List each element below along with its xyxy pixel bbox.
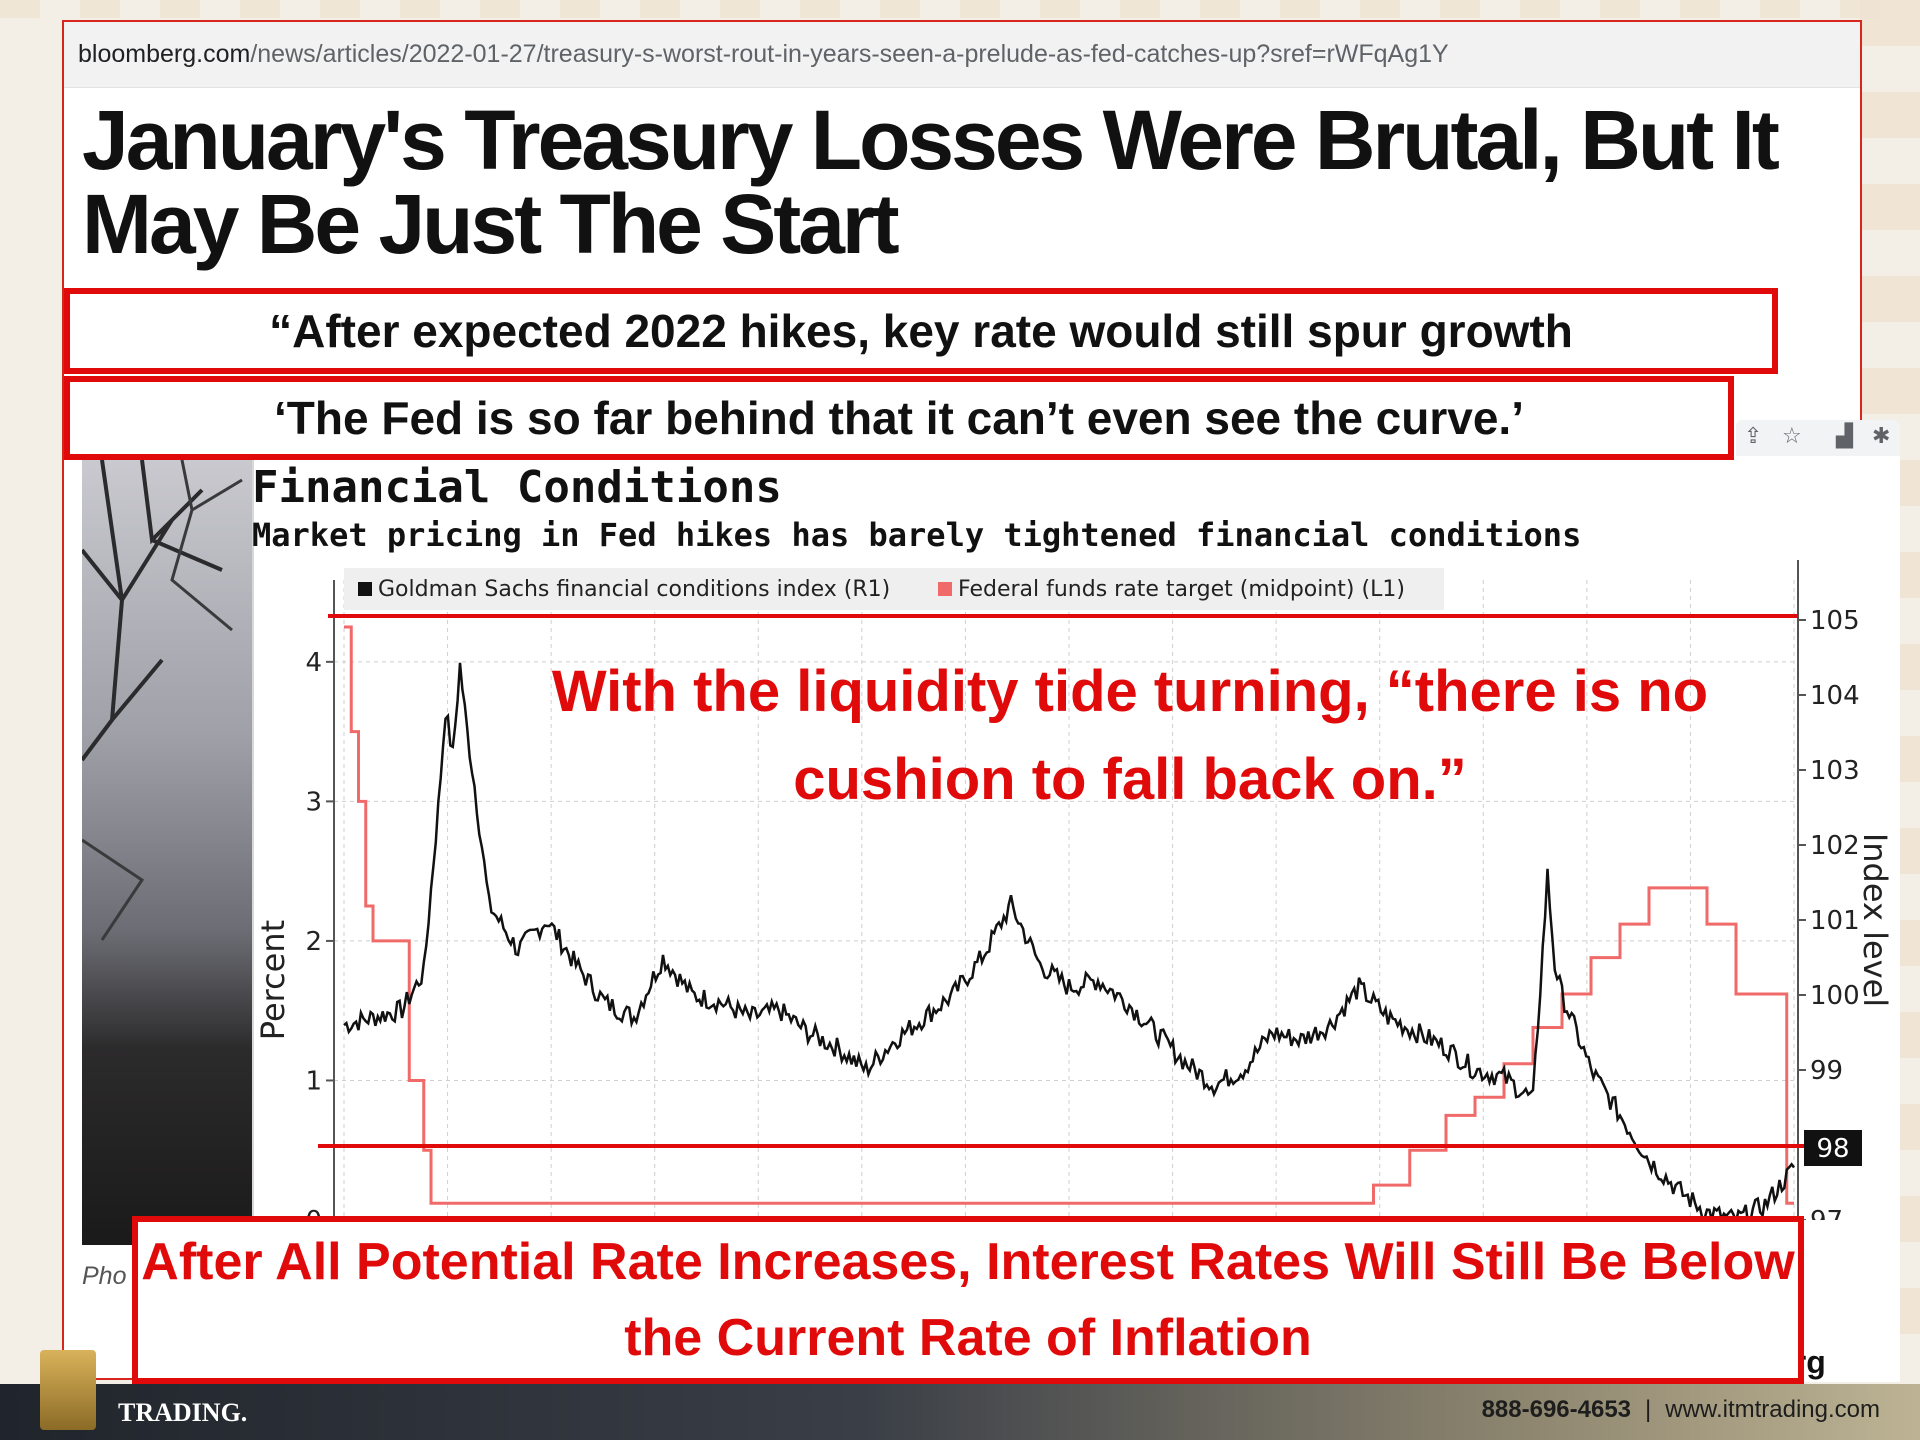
- footer-website[interactable]: www.itmtrading.com: [1665, 1396, 1880, 1423]
- footer-separator: |: [1645, 1396, 1652, 1423]
- share-icon[interactable]: ⇪: [1744, 424, 1763, 449]
- quote-text: ‘The Fed is so far behind that it can’t …: [274, 392, 1524, 444]
- background-pattern: [0, 0, 1920, 18]
- left-axis: 01234: [305, 580, 335, 1220]
- chart-callout: With the liquidity tide turning, “there …: [551, 659, 1709, 812]
- right-tick-label: 103: [1810, 756, 1860, 786]
- right-tick-label: 99: [1810, 1056, 1843, 1086]
- puzzle-icon[interactable]: ✱: [1872, 424, 1891, 449]
- legend-swatch-fci: [358, 582, 372, 596]
- right-tick-label: 97: [1810, 1206, 1843, 1220]
- footer-bar: [0, 1384, 1920, 1440]
- itm-logo-icon: [40, 1350, 96, 1430]
- series-line-financial-conditions-index: [343, 662, 1795, 1220]
- right-tick-label: 105: [1810, 606, 1860, 636]
- last-value-label: 98: [1816, 1134, 1849, 1164]
- footer-contact: 888-696-4653 | www.itmtrading.com: [1482, 1396, 1880, 1424]
- chart-title: Financial Conditions: [252, 462, 782, 513]
- url-host: bloomberg.com: [78, 40, 251, 68]
- chart-series: [343, 625, 1795, 1220]
- left-tick-label: 4: [305, 648, 322, 678]
- chart-grid: [334, 580, 1795, 1220]
- quote-box-growth: “After expected 2022 hikes, key rate wou…: [64, 288, 1778, 374]
- chart-subtitle: Market pricing in Fed hikes has barely t…: [252, 516, 1582, 554]
- legend-entry-fci: Goldman Sachs financial conditions index…: [378, 577, 890, 602]
- right-tick-label: 100: [1810, 981, 1860, 1011]
- banner-text: After All Potential Rate Increases, Inte…: [141, 1233, 1795, 1367]
- bottom-banner: After All Potential Rate Increases, Inte…: [132, 1216, 1804, 1384]
- right-axis: 97 98 99 100 101 102 103 104 105: [1797, 560, 1860, 1220]
- footer-phone[interactable]: 888-696-4653: [1481, 1396, 1632, 1423]
- star-icon[interactable]: ☆: [1782, 424, 1802, 449]
- right-tick-label: 102: [1810, 831, 1860, 861]
- address-bar[interactable]: bloomberg.com/news/articles/2022-01-27/t…: [64, 22, 1860, 88]
- y-axis-label-right: Index level: [1856, 833, 1894, 1007]
- article-photo: [82, 460, 252, 1245]
- legend-background: [344, 568, 1444, 610]
- left-tick-label: 1: [305, 1066, 322, 1096]
- right-tick-label: 104: [1810, 681, 1860, 711]
- photo-caption: Pho: [82, 1262, 127, 1290]
- quote-box-curve: ‘The Fed is so far behind that it can’t …: [64, 376, 1734, 460]
- y-axis-label-left: Percent: [254, 920, 292, 1040]
- left-tick-label: 2: [305, 927, 322, 957]
- left-tick-label: 3: [305, 787, 322, 817]
- url-path: /news/articles/2022-01-27/treasury-s-wor…: [250, 40, 1449, 68]
- last-value-badge: [1804, 1130, 1862, 1166]
- financial-conditions-chart: 01234 979899100101102103104105 Goldman S…: [254, 560, 1894, 1220]
- footer-brand: TRADING.: [118, 1398, 248, 1427]
- quote-text: “After expected 2022 hikes, key rate wou…: [269, 305, 1573, 357]
- legend-swatch-ffr: [938, 582, 952, 596]
- series-line-federal-funds-rate: [344, 625, 1794, 1205]
- browser-toolbar: ⇪ ☆ ▟ ✱: [1736, 420, 1900, 456]
- chart-icon[interactable]: ▟: [1836, 424, 1853, 449]
- right-tick-label: 101: [1810, 906, 1860, 936]
- legend-entry-ffr: Federal funds rate target (midpoint) (L1…: [958, 577, 1405, 602]
- article-headline: January's Treasury Losses Were Brutal, B…: [82, 93, 1780, 271]
